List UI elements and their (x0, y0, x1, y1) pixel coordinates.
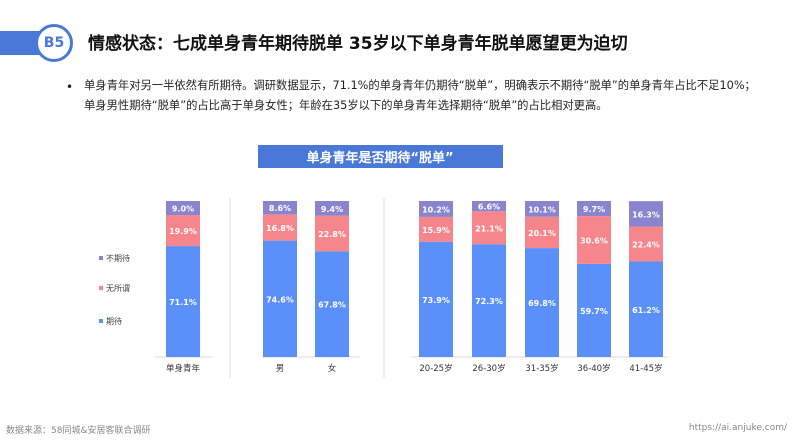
data-label: 30.6% (580, 237, 608, 246)
bar-segment (577, 201, 611, 217)
data-label: 9.0% (172, 205, 194, 214)
bar-segment (525, 201, 559, 217)
page-title: 情感状态：七成单身青年期待脱单 35岁以下单身青年脱单愿望更为迫切 (88, 34, 628, 54)
bar-segment (525, 216, 559, 249)
x-tick-label: 单身青年 (166, 363, 201, 374)
bar-segment (419, 241, 453, 357)
bar-segment (629, 261, 663, 357)
bar-segment (577, 216, 611, 264)
data-label: 10.1% (528, 205, 556, 214)
legend-label: 期待 (106, 316, 122, 326)
bar-segment (263, 201, 297, 215)
data-label: 10.2% (422, 205, 450, 214)
data-label: 9.4% (321, 205, 343, 214)
data-label: 69.8% (528, 299, 556, 308)
bar-segment (629, 226, 663, 262)
bar-segment (315, 251, 349, 357)
data-label: 73.9% (422, 296, 450, 305)
x-tick-label: 26-30岁 (472, 363, 505, 374)
data-label: 9.7% (583, 205, 605, 214)
bullet-dot: • (66, 80, 74, 94)
bar-segment (419, 216, 453, 242)
x-tick-label: 31-35岁 (525, 363, 558, 374)
data-label: 74.6% (266, 295, 294, 304)
data-label: 16.8% (266, 224, 294, 233)
data-label: 15.9% (422, 226, 450, 235)
x-tick-label: 女 (328, 363, 337, 374)
chart-title-background (258, 145, 503, 168)
legend-swatch (99, 319, 103, 323)
bar-segment (419, 201, 453, 217)
bar-segment (263, 214, 297, 241)
data-label: 59.7% (580, 307, 608, 316)
bar-segment (472, 244, 506, 357)
bar-segment (166, 201, 200, 216)
data-label: 8.6% (269, 204, 291, 213)
bar-segment (166, 246, 200, 357)
data-label: 16.3% (632, 210, 660, 219)
legend-swatch (99, 256, 103, 260)
bar-segment (315, 201, 349, 216)
x-tick-label: 20-25岁 (419, 363, 452, 374)
bar-segment (472, 201, 506, 212)
data-label: 71.1% (169, 298, 197, 307)
data-label: 19.9% (169, 227, 197, 236)
data-label: 6.6% (478, 203, 500, 212)
section-badge: B5 (0, 24, 79, 62)
bar-segment (166, 215, 200, 247)
legend-label: 无所谓 (106, 283, 130, 293)
x-tick-label: 36-40岁 (577, 363, 610, 374)
bars: 71.1% 19.9% 9.0% 74.6% 16.8% 8.6% 67.8% 22.8% 9.… (166, 201, 663, 357)
data-label: 67.8% (318, 301, 346, 310)
data-label: 72.3% (475, 297, 503, 306)
chart-title: 单身青年是否期待“脱单” (306, 150, 453, 166)
bar-segment (577, 263, 611, 357)
data-label: 22.8% (318, 230, 346, 239)
bar-segment (525, 248, 559, 357)
bar-segment (315, 215, 349, 252)
legend-swatch (99, 286, 103, 290)
data-label: 20.1% (528, 229, 556, 238)
x-axis-labels: 单身青年 男 女 20-25岁 26-30岁 31-35岁 36-40岁 41-45岁 (166, 363, 663, 374)
bar-segment (263, 240, 297, 357)
legend-label: 不期待 (106, 253, 130, 263)
footer-source: 数据来源：58同城&安居客联合调研 (6, 426, 151, 436)
data-label: 22.4% (632, 241, 660, 250)
footer-url: https://ai.anjuke.com/ (688, 423, 787, 433)
data-label: 21.1% (475, 224, 503, 233)
x-tick-label: 41-45岁 (629, 363, 662, 374)
x-tick-label: 男 (276, 364, 285, 374)
description-text: 单身青年对另一半依然有所期待。调研数据显示，71.1%的单身青年仍期待“脱单”，… (84, 79, 756, 112)
bar-segment (629, 201, 663, 227)
badge-label: B5 (35, 24, 73, 62)
data-label: 61.2% (632, 306, 660, 315)
bar-segment (472, 211, 506, 245)
